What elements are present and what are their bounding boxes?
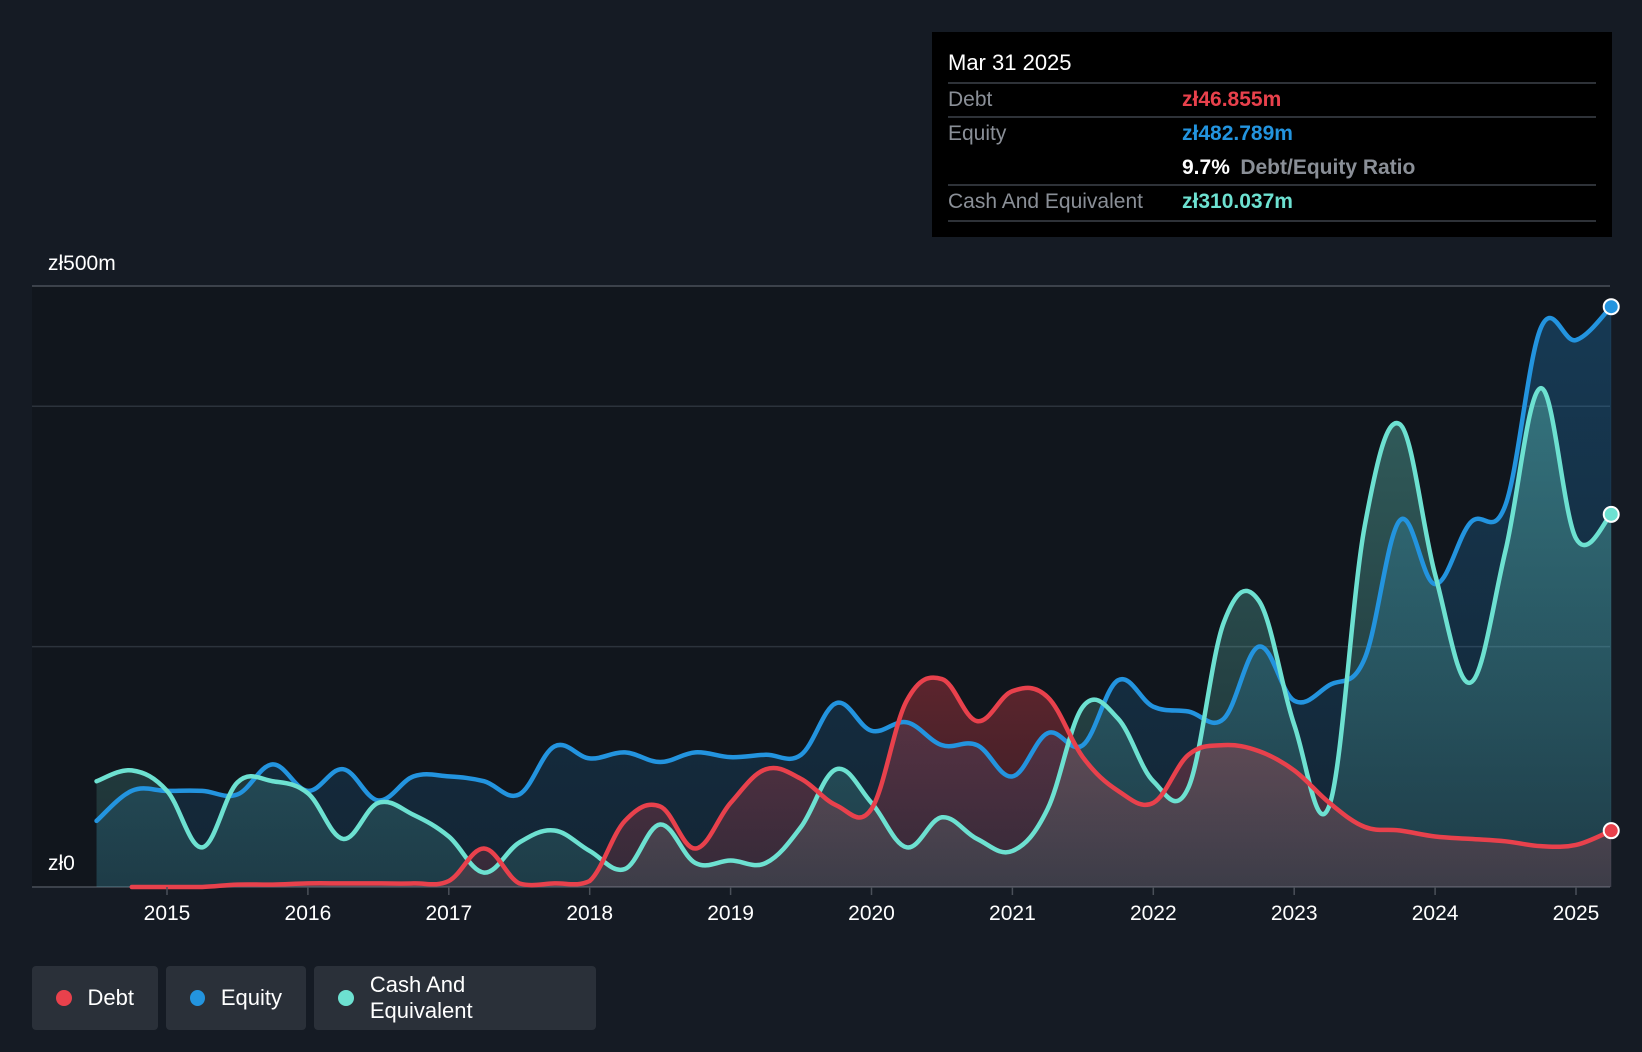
- tooltip-ratio-value: 9.7%: [1182, 156, 1230, 179]
- legend-label-debt: Debt: [87, 985, 134, 1010]
- y-axis-top-label: zł500m: [48, 252, 116, 275]
- legend-label-equity: Equity: [220, 985, 282, 1010]
- x-tick-label: 2017: [425, 902, 472, 925]
- tooltip-equity-value: zł482.789m: [1182, 122, 1293, 145]
- tooltip-debt-label: Debt: [948, 88, 993, 111]
- debt-area: [131, 677, 1612, 887]
- series-lines: [94, 304, 1614, 890]
- tooltip: Mar 31 2025 Debt zł46.855m Equity zł482.…: [932, 32, 1612, 237]
- x-tick-label: 2019: [707, 902, 754, 925]
- legend-item-cash[interactable]: Cash And Equivalent: [314, 966, 596, 1030]
- x-tick-label: 2022: [1130, 902, 1177, 925]
- x-tick-label: 2024: [1412, 902, 1459, 925]
- cash-line: [94, 385, 1614, 875]
- tooltip-ratio-label: Debt/Equity Ratio: [1240, 156, 1415, 179]
- tooltip-ratio: 9.7% Debt/Equity Ratio: [1182, 156, 1415, 179]
- x-tick-label: 2023: [1271, 902, 1318, 925]
- legend-item-debt[interactable]: Debt: [32, 966, 158, 1030]
- tooltip-debt-value: zł46.855m: [1182, 88, 1281, 111]
- legend-item-equity[interactable]: Equity: [166, 966, 306, 1030]
- debt-endpoint-marker: [1602, 822, 1620, 840]
- y-axis-bottom-label: zł0: [48, 852, 75, 875]
- x-tick-label: 2015: [144, 902, 191, 925]
- series-endpoints: [1602, 298, 1620, 840]
- x-tick-label: 2020: [848, 902, 895, 925]
- debt-line: [129, 675, 1614, 890]
- tooltip-equity-label: Equity: [948, 122, 1007, 145]
- cash-endpoint-marker: [1602, 505, 1620, 523]
- equity-endpoint-marker: [1602, 298, 1620, 316]
- legend-dot-cash-icon: [338, 990, 354, 1006]
- tooltip-background: [932, 32, 1612, 237]
- legend-dot-equity-icon: [190, 990, 205, 1006]
- tooltip-cash-value: zł310.037m: [1182, 190, 1293, 213]
- tooltip-cash-label: Cash And Equivalent: [948, 190, 1143, 213]
- tooltip-date: Mar 31 2025: [948, 50, 1072, 75]
- series-areas: [96, 306, 1612, 887]
- x-tick-label: 2018: [566, 902, 613, 925]
- legend-dot-debt-icon: [56, 990, 72, 1006]
- legend-label-cash: Cash And Equivalent: [369, 972, 473, 1023]
- equity-line: [94, 304, 1614, 824]
- x-tick-label: 2025: [1553, 902, 1600, 925]
- x-tick-label: 2021: [989, 902, 1036, 925]
- x-tick-label: 2016: [285, 902, 332, 925]
- x-axis-ticks: 2015 2016 2017 2018 2019 2020 2021 2022 2023 2024…: [144, 887, 1600, 925]
